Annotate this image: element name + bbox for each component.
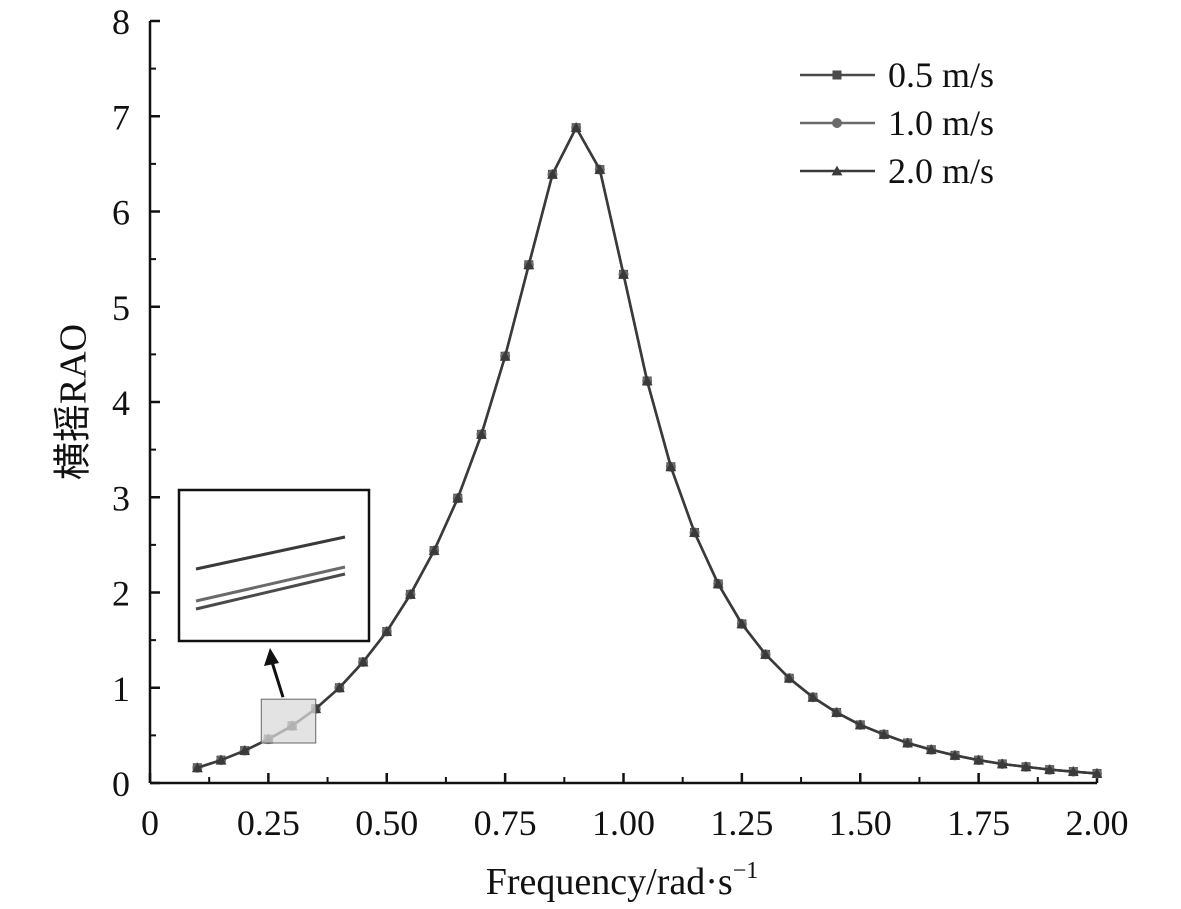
- data-point: [878, 729, 890, 739]
- legend: 0.5 m/s 1.0 m/s 2.0 m/s: [800, 55, 994, 191]
- data-point: [760, 649, 771, 659]
- series-square: [192, 123, 1102, 778]
- x-tick-label: 1.00: [592, 803, 655, 843]
- y-tick-label: 5: [112, 288, 130, 328]
- legend-entry: 0.5 m/s: [800, 55, 994, 95]
- inset-line: [195, 565, 346, 603]
- data-point: [949, 749, 961, 760]
- data-point: [594, 164, 606, 174]
- y-tick-label: 1: [112, 669, 130, 709]
- series-group: [191, 122, 1103, 779]
- ticks: [148, 19, 1099, 785]
- legend-marker-circle: [832, 118, 842, 128]
- data-point: [239, 745, 251, 755]
- data-point: [215, 754, 227, 765]
- y-tick-label: 2: [112, 574, 130, 614]
- data-point: [357, 656, 369, 667]
- data-point: [618, 268, 629, 279]
- series-triangle: [191, 122, 1103, 778]
- data-point: [854, 719, 866, 730]
- x-tick-label: 1.75: [947, 803, 1010, 843]
- data-point: [334, 682, 345, 693]
- inset-line: [195, 572, 346, 611]
- data-point: [925, 744, 937, 754]
- data-point: [1091, 768, 1103, 778]
- zoom-arrow: [270, 661, 285, 698]
- x-tick-label: 0.25: [237, 803, 300, 843]
- data-point: [831, 707, 842, 717]
- data-point: [381, 626, 393, 636]
- data-point: [547, 168, 558, 179]
- inset-panel: [177, 488, 371, 643]
- data-point: [428, 545, 440, 555]
- x-axis-title: Frequency/rad·s−1: [486, 858, 758, 903]
- legend-label: 2.0 m/s: [888, 151, 994, 191]
- y-tick-label: 7: [112, 97, 130, 137]
- data-point: [689, 527, 700, 537]
- zoom-region-box: [260, 698, 317, 744]
- data-point: [191, 762, 203, 773]
- data-point: [499, 350, 511, 361]
- data-point: [902, 737, 913, 748]
- data-point: [570, 122, 582, 132]
- data-point: [1067, 766, 1079, 776]
- y-tick-label: 6: [112, 193, 130, 233]
- data-point: [452, 492, 464, 503]
- data-point: [405, 589, 416, 599]
- data-point: [1020, 761, 1032, 772]
- legend-label: 1.0 m/s: [888, 103, 994, 143]
- data-point: [783, 672, 795, 683]
- series-line: [196, 126, 1098, 775]
- data-point: [807, 691, 819, 702]
- x-tick-label: 2.00: [1066, 803, 1129, 843]
- data-point: [665, 461, 677, 472]
- data-point: [641, 375, 653, 386]
- data-point: [973, 754, 985, 765]
- y-tick-label: 0: [112, 764, 130, 804]
- x-tick-label: 0.50: [355, 803, 418, 843]
- legend-marker-square: [832, 70, 842, 80]
- zoom-arrowhead-icon: [264, 648, 279, 666]
- x-axis-title-main: Frequency/rad·s: [486, 861, 733, 903]
- x-tick-label: 0.75: [474, 803, 537, 843]
- inset-lines: [195, 535, 346, 611]
- legend-entry: 1.0 m/s: [800, 103, 994, 143]
- series-line: [196, 126, 1098, 775]
- x-tick-label: 1.50: [829, 803, 892, 843]
- x-axis-title-exponent: −1: [733, 858, 759, 884]
- data-point: [523, 259, 535, 270]
- y-tick-label: 4: [112, 383, 130, 423]
- data-point: [996, 758, 1008, 769]
- data-point: [476, 428, 487, 439]
- x-tick-label: 1.25: [710, 803, 773, 843]
- inset-line: [195, 535, 346, 571]
- tick-labels: 0 0.25 0.50 0.75 1.00 1.25 1.50 1.75 2.00 0 1 2 3 4 5 6…: [112, 2, 1129, 843]
- series-line: [196, 126, 1098, 775]
- series-circle: [192, 122, 1102, 779]
- y-tick-label: 3: [112, 478, 130, 518]
- data-point: [712, 578, 724, 589]
- legend-marker-triangle: [831, 165, 843, 176]
- legend-entry: 2.0 m/s: [800, 151, 994, 191]
- x-tick-label: 0: [141, 803, 159, 843]
- y-tick-label: 8: [112, 2, 130, 42]
- data-point: [1044, 764, 1056, 774]
- legend-label: 0.5 m/s: [888, 55, 994, 95]
- data-point: [736, 618, 748, 629]
- y-axis-title: 横摇RAO: [53, 324, 95, 480]
